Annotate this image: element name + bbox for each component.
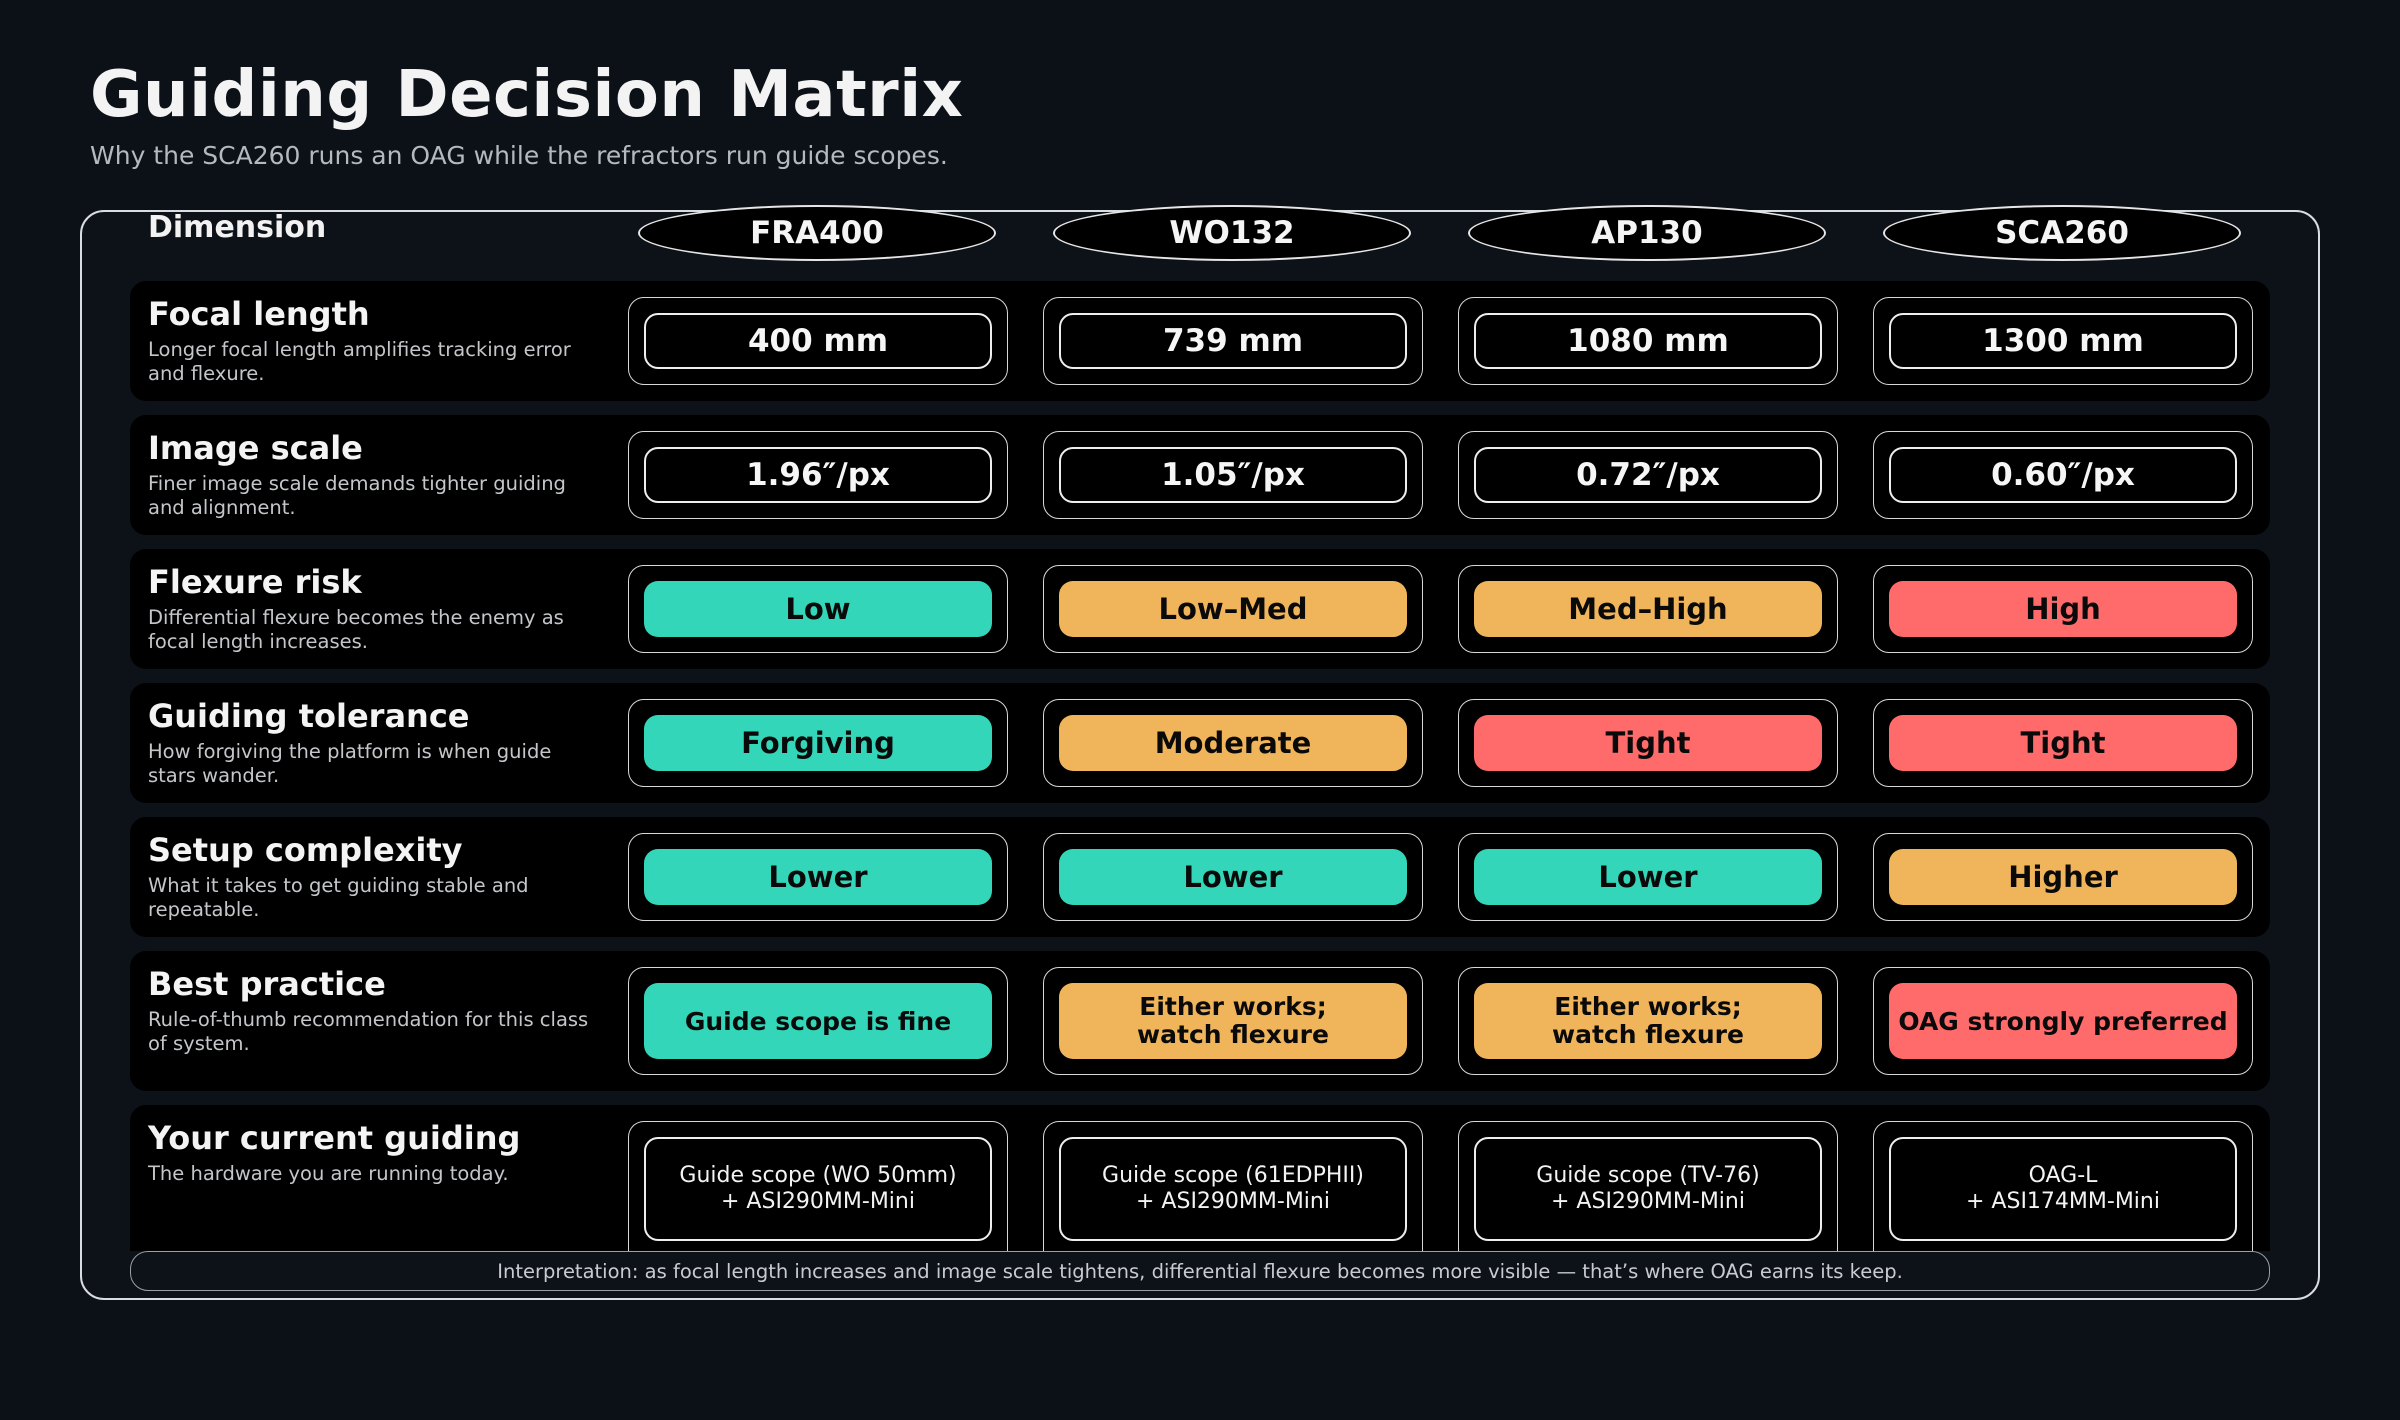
rating-badge: Tight bbox=[1889, 715, 2237, 771]
cell-flexure-risk-wo132: Low–Med bbox=[1043, 565, 1423, 653]
value-box: OAG-L + ASI174MM-Mini bbox=[1889, 1137, 2237, 1241]
value-box: 739 mm bbox=[1059, 313, 1407, 369]
cell-guiding-tolerance-ap130: Tight bbox=[1458, 699, 1838, 787]
cell-setup-complexity-fra400: Lower bbox=[628, 833, 1008, 921]
cell-image-scale-wo132: 1.05″/px bbox=[1043, 431, 1423, 519]
dimension-header: Dimension bbox=[148, 210, 327, 245]
cell-setup-complexity-ap130: Lower bbox=[1458, 833, 1838, 921]
row-description: Longer focal length amplifies tracking e… bbox=[148, 338, 571, 385]
column-header-sca260: SCA260 bbox=[1883, 205, 2241, 261]
row-your-current-guiding: Your current guiding The hardware you are… bbox=[130, 1105, 2270, 1251]
row-title: Setup complexity bbox=[148, 831, 463, 869]
rating-badge: Lower bbox=[644, 849, 992, 905]
row-best-practice: Best practice Rule-of-thumb recommendatio… bbox=[130, 951, 2270, 1091]
rating-badge: Lower bbox=[1059, 849, 1407, 905]
page-title: Guiding Decision Matrix bbox=[90, 58, 964, 132]
cell-focal-length-fra400: 400 mm bbox=[628, 297, 1008, 385]
cell-best-practice-sca260: OAG strongly preferred bbox=[1873, 967, 2253, 1075]
cell-setup-complexity-wo132: Lower bbox=[1043, 833, 1423, 921]
cell-guiding-tolerance-sca260: Tight bbox=[1873, 699, 2253, 787]
value-box: Guide scope (61EDPHII) + ASI290MM-Mini bbox=[1059, 1137, 1407, 1241]
cell-focal-length-wo132: 739 mm bbox=[1043, 297, 1423, 385]
cell-flexure-risk-fra400: Low bbox=[628, 565, 1008, 653]
row-description: How forgiving the platform is when guide… bbox=[148, 740, 552, 787]
row-description: Differential flexure becomes the enemy a… bbox=[148, 606, 564, 653]
row-title: Best practice bbox=[148, 965, 386, 1003]
cell-image-scale-sca260: 0.60″/px bbox=[1873, 431, 2253, 519]
cell-focal-length-sca260: 1300 mm bbox=[1873, 297, 2253, 385]
row-focal-length: Focal length Longer focal length amplifie… bbox=[130, 281, 2270, 401]
column-header-wo132: WO132 bbox=[1053, 205, 1411, 261]
rating-badge: Either works; watch flexure bbox=[1474, 983, 1822, 1059]
cell-guiding-tolerance-fra400: Forgiving bbox=[628, 699, 1008, 787]
row-description: What it takes to get guiding stable and … bbox=[148, 874, 529, 921]
row-title: Guiding tolerance bbox=[148, 697, 470, 735]
cell-image-scale-fra400: 1.96″/px bbox=[628, 431, 1008, 519]
row-description: Rule-of-thumb recommendation for this cl… bbox=[148, 1008, 589, 1055]
value-box: Guide scope (TV-76) + ASI290MM-Mini bbox=[1474, 1137, 1822, 1241]
column-header-ap130: AP130 bbox=[1468, 205, 1826, 261]
cell-setup-complexity-sca260: Higher bbox=[1873, 833, 2253, 921]
rating-badge: Forgiving bbox=[644, 715, 992, 771]
rating-badge: OAG strongly preferred bbox=[1889, 983, 2237, 1059]
cell-flexure-risk-sca260: High bbox=[1873, 565, 2253, 653]
cell-your-current-guiding-sca260: OAG-L + ASI174MM-Mini bbox=[1873, 1121, 2253, 1251]
cell-best-practice-wo132: Either works; watch flexure bbox=[1043, 967, 1423, 1075]
cell-image-scale-ap130: 0.72″/px bbox=[1458, 431, 1838, 519]
rating-badge: Guide scope is fine bbox=[644, 983, 992, 1059]
row-guiding-tolerance: Guiding tolerance How forgiving the platf… bbox=[130, 683, 2270, 803]
rating-badge: Either works; watch flexure bbox=[1059, 983, 1407, 1059]
rating-badge: Med–High bbox=[1474, 581, 1822, 637]
cell-flexure-risk-ap130: Med–High bbox=[1458, 565, 1838, 653]
cell-your-current-guiding-fra400: Guide scope (WO 50mm) + ASI290MM-Mini bbox=[628, 1121, 1008, 1251]
row-title: Flexure risk bbox=[148, 563, 362, 601]
value-box: 0.60″/px bbox=[1889, 447, 2237, 503]
rating-badge: Higher bbox=[1889, 849, 2237, 905]
value-box: 400 mm bbox=[644, 313, 992, 369]
rating-badge: Tight bbox=[1474, 715, 1822, 771]
row-title: Image scale bbox=[148, 429, 363, 467]
page-subtitle: Why the SCA260 runs an OAG while the ref… bbox=[90, 141, 948, 170]
cell-best-practice-fra400: Guide scope is fine bbox=[628, 967, 1008, 1075]
value-box: 1080 mm bbox=[1474, 313, 1822, 369]
cell-focal-length-ap130: 1080 mm bbox=[1458, 297, 1838, 385]
cell-your-current-guiding-ap130: Guide scope (TV-76) + ASI290MM-Mini bbox=[1458, 1121, 1838, 1251]
cell-your-current-guiding-wo132: Guide scope (61EDPHII) + ASI290MM-Mini bbox=[1043, 1121, 1423, 1251]
cell-guiding-tolerance-wo132: Moderate bbox=[1043, 699, 1423, 787]
rating-badge: Lower bbox=[1474, 849, 1822, 905]
rating-badge: High bbox=[1889, 581, 2237, 637]
row-title: Focal length bbox=[148, 295, 370, 333]
row-description: Finer image scale demands tighter guidin… bbox=[148, 472, 566, 519]
value-box: 0.72″/px bbox=[1474, 447, 1822, 503]
value-box: Guide scope (WO 50mm) + ASI290MM-Mini bbox=[644, 1137, 992, 1241]
row-setup-complexity: Setup complexity What it takes to get gui… bbox=[130, 817, 2270, 937]
value-box: 1300 mm bbox=[1889, 313, 2237, 369]
interpretation-note: Interpretation: as focal length increase… bbox=[130, 1251, 2270, 1291]
row-title: Your current guiding bbox=[148, 1119, 521, 1157]
rating-badge: Moderate bbox=[1059, 715, 1407, 771]
row-flexure-risk: Flexure risk Differential flexure becomes… bbox=[130, 549, 2270, 669]
cell-best-practice-ap130: Either works; watch flexure bbox=[1458, 967, 1838, 1075]
rating-badge: Low–Med bbox=[1059, 581, 1407, 637]
value-box: 1.05″/px bbox=[1059, 447, 1407, 503]
row-image-scale: Image scale Finer image scale demands tig… bbox=[130, 415, 2270, 535]
row-description: The hardware you are running today. bbox=[148, 1162, 509, 1185]
column-header-fra400: FRA400 bbox=[638, 205, 996, 261]
rating-badge: Low bbox=[644, 581, 992, 637]
value-box: 1.96″/px bbox=[644, 447, 992, 503]
